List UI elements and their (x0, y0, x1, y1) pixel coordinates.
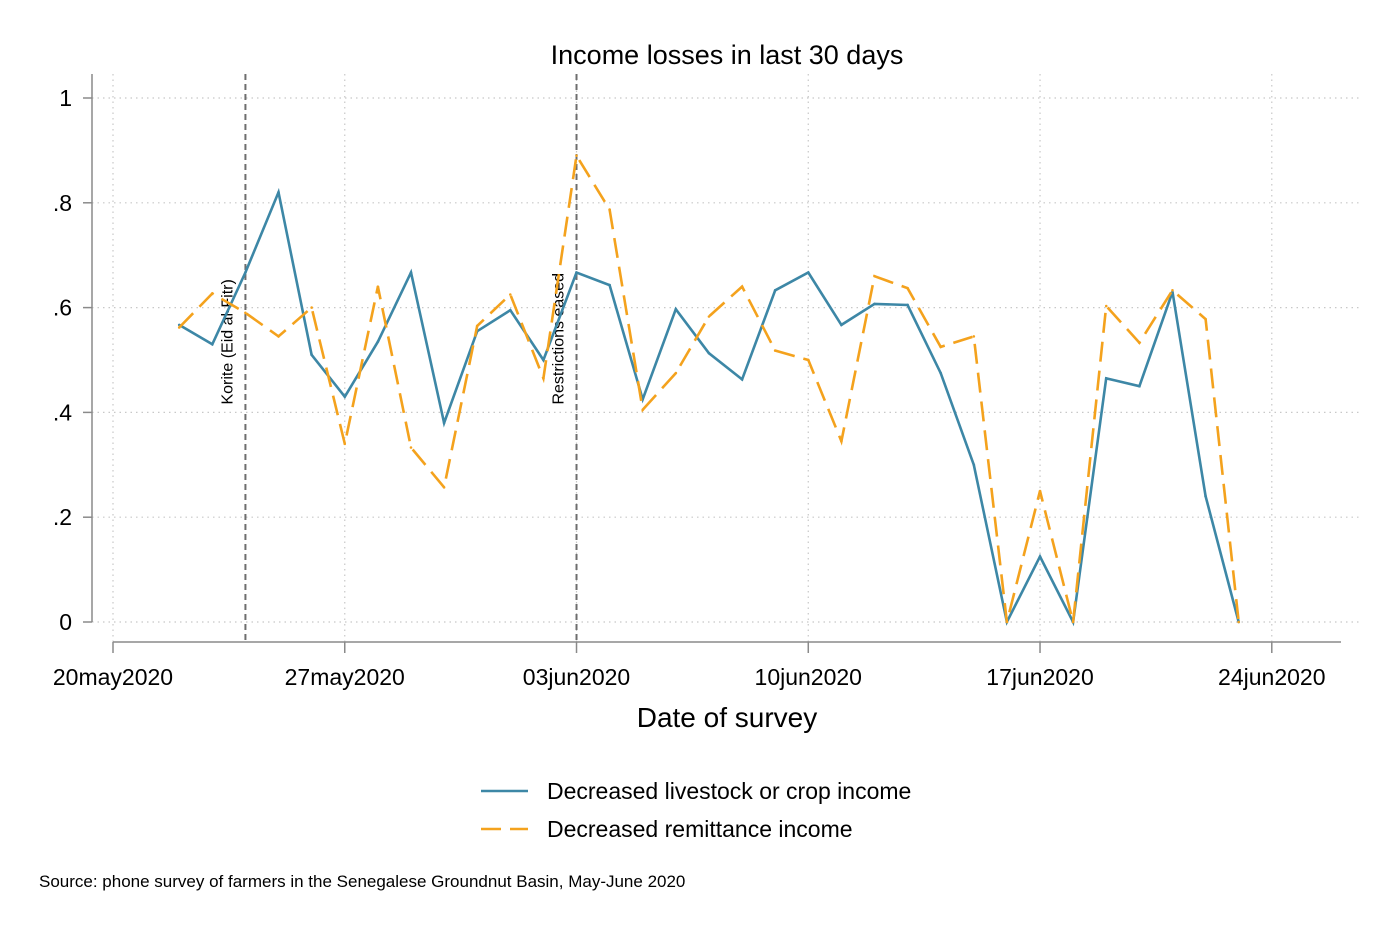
data-point (1204, 494, 1207, 498)
data-point (343, 395, 347, 398)
data-point (211, 342, 214, 346)
data-point (575, 271, 578, 274)
data-point (475, 324, 479, 328)
source-note: Source: phone survey of farmers in the S… (39, 872, 686, 891)
legend-label: Decreased remittance income (547, 816, 853, 842)
x-tick-label: 03jun2020 (523, 664, 630, 690)
data-point (906, 303, 909, 307)
data-point (972, 463, 976, 467)
data-point (1104, 377, 1108, 380)
data-point (542, 377, 545, 380)
data-point (1071, 620, 1075, 624)
data-point (508, 308, 512, 312)
y-tick-label: .8 (53, 190, 72, 216)
data-point (840, 323, 843, 327)
data-point (641, 408, 645, 412)
data-point (542, 358, 545, 362)
x-tick-label: 20may2020 (53, 664, 173, 690)
data-point (508, 293, 512, 296)
x-axis-label: Date of survey (637, 702, 818, 733)
data-point (674, 307, 678, 311)
data-point (1104, 304, 1108, 308)
data-point (873, 274, 876, 278)
x-tick-label: 10jun2020 (755, 664, 862, 690)
data-point (211, 292, 214, 295)
data-point (773, 289, 777, 292)
data-point (409, 271, 413, 274)
data-point (177, 326, 181, 329)
x-tick-label: 27may2020 (285, 664, 405, 690)
reference-line-label: Restrictions eased (551, 273, 568, 405)
data-point (442, 486, 446, 489)
data-point (806, 271, 810, 274)
data-point (873, 302, 876, 306)
data-point (277, 191, 280, 194)
data-point (310, 353, 313, 357)
y-tick-label: 1 (59, 85, 72, 111)
data-point (277, 335, 280, 338)
y-tick-label: .2 (53, 504, 72, 530)
data-point (1005, 620, 1009, 624)
data-point (1038, 489, 1042, 493)
data-point (310, 306, 313, 309)
y-tick-label: .6 (53, 295, 72, 321)
reference-line-label: Korite (Eid al-Fitr) (219, 279, 236, 404)
data-point (608, 208, 611, 211)
data-point (376, 340, 380, 343)
data-point (840, 439, 843, 443)
y-tick-label: .4 (53, 399, 72, 425)
y-tick-label: 0 (59, 609, 72, 635)
data-point (1171, 289, 1174, 292)
data-point (1038, 555, 1042, 558)
chart-title: Income losses in last 30 days (551, 40, 904, 70)
data-point (608, 283, 611, 287)
series-line-2 (178, 151, 1240, 623)
data-point (244, 311, 247, 315)
data-point (674, 371, 678, 375)
data-point (740, 285, 744, 288)
data-point (1138, 341, 1141, 345)
data-point (1237, 620, 1240, 624)
data-point (409, 446, 413, 449)
data-point (939, 371, 943, 375)
data-point (972, 335, 976, 338)
data-point (376, 285, 380, 288)
data-point (244, 271, 247, 274)
data-point (806, 358, 810, 362)
data-point (740, 378, 744, 381)
data-point (1204, 317, 1207, 321)
x-tick-label: 17jun2020 (986, 664, 1093, 690)
data-point (707, 315, 711, 318)
data-point (442, 421, 446, 425)
legend-label: Decreased livestock or crop income (547, 778, 911, 804)
data-point (575, 154, 578, 157)
data-point (707, 351, 711, 355)
data-point (1138, 384, 1141, 388)
data-point (343, 442, 347, 446)
data-point (906, 286, 909, 290)
x-tick-label: 24jun2020 (1218, 664, 1325, 690)
data-point (773, 349, 777, 352)
data-point (939, 345, 943, 349)
